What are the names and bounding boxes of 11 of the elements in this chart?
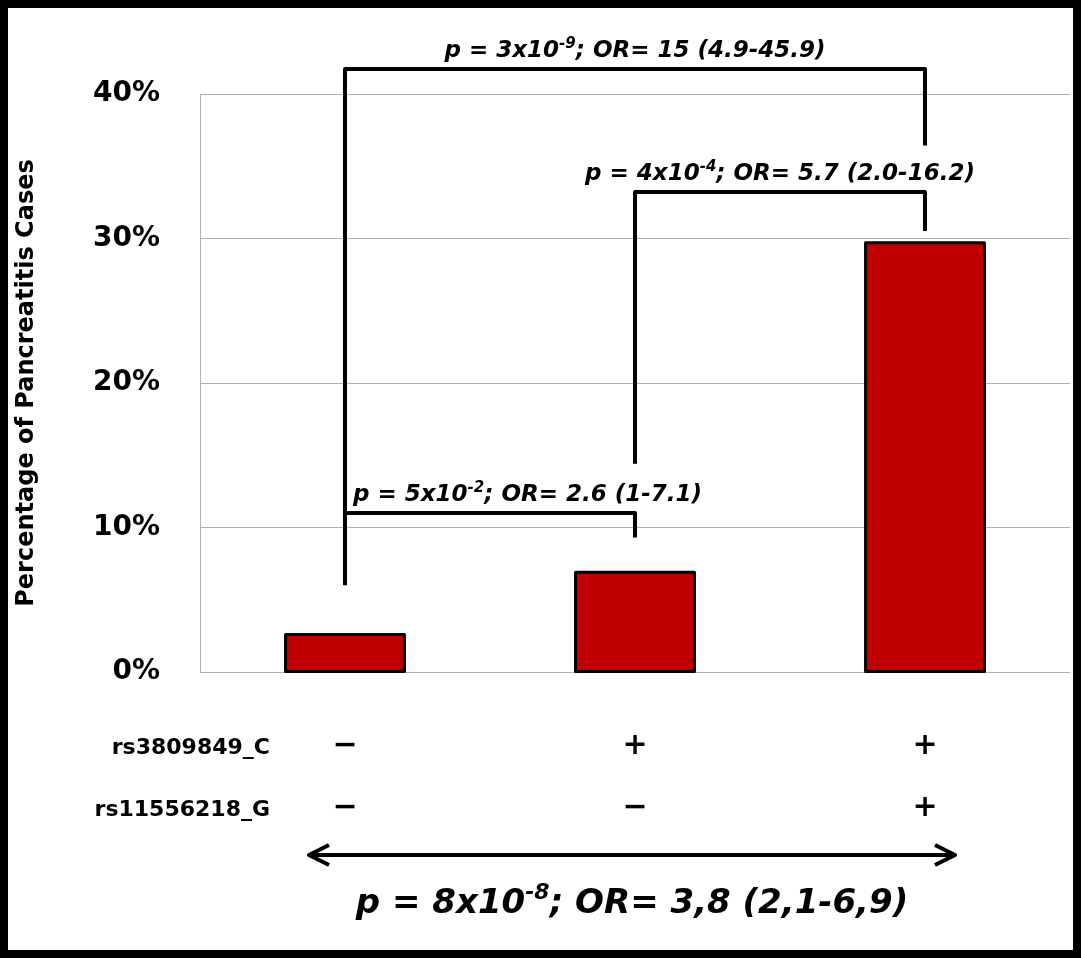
y-tick-label: 10% <box>92 508 160 542</box>
x-tick-label: + − <box>622 725 648 823</box>
text: rs3809849_C <box>111 734 271 759</box>
y-tick-label: 20% <box>92 364 160 398</box>
y-tick-label: 30% <box>92 219 160 253</box>
y-tick-label: 40% <box>92 75 160 109</box>
y-tick-label: 0% <box>112 653 160 687</box>
x-tick-label: + + <box>912 725 938 823</box>
text: rs11556218_G <box>94 796 271 821</box>
y-axis-title: Percentage of Pancreatitis Cases <box>10 159 39 607</box>
x-tick-label: − − <box>332 725 358 823</box>
